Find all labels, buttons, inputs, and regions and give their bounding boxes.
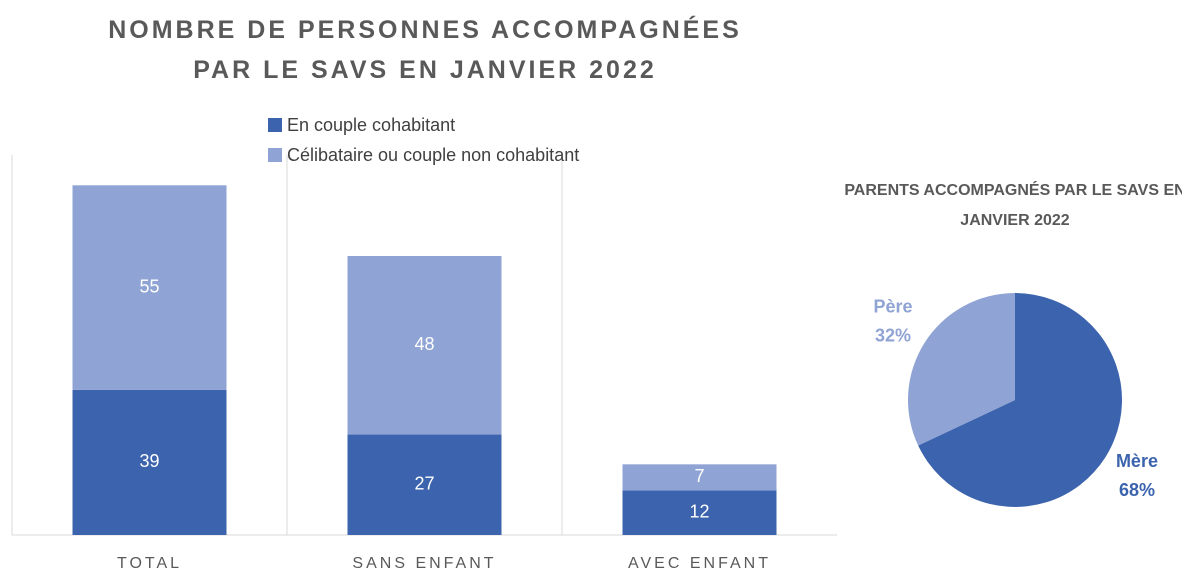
pie-slice	[908, 293, 1015, 446]
pie-title: PARENTS ACCOMPAGNÉS PAR LE SAVS EN JANVI…	[844, 182, 1182, 229]
bar-segment	[622, 464, 777, 491]
data-label: 55	[139, 276, 159, 296]
pie-slice	[918, 293, 1122, 507]
data-label: 7	[694, 466, 704, 486]
legend-swatch	[268, 148, 282, 162]
data-label: 39	[139, 451, 159, 471]
legend-swatch	[268, 118, 282, 132]
bar-segment	[347, 434, 502, 535]
bar-segment	[347, 256, 502, 435]
data-label: 27	[414, 474, 434, 494]
chart-title: NOMBRE DE PERSONNES ACCOMPAGNÉES PAR LE …	[108, 16, 742, 84]
bar-segment	[622, 490, 777, 535]
x-tick-label: TOTAL	[117, 555, 182, 572]
data-label: 48	[414, 334, 434, 354]
bar-segment	[72, 185, 227, 390]
legend-label: En couple cohabitant	[287, 115, 455, 135]
data-label: 12	[689, 501, 709, 521]
x-tick-label: SANS ENFANT	[352, 555, 496, 572]
pie-label-name: Mère	[1116, 451, 1158, 471]
bar-segment	[72, 389, 227, 535]
x-tick-label: AVEC ENFANT	[628, 555, 771, 572]
legend-label: Célibataire ou couple non cohabitant	[287, 145, 579, 165]
pie-label-name: Père	[874, 296, 913, 316]
pie-label-value: 68%	[1119, 480, 1155, 500]
pie-label-value: 32%	[875, 325, 911, 345]
